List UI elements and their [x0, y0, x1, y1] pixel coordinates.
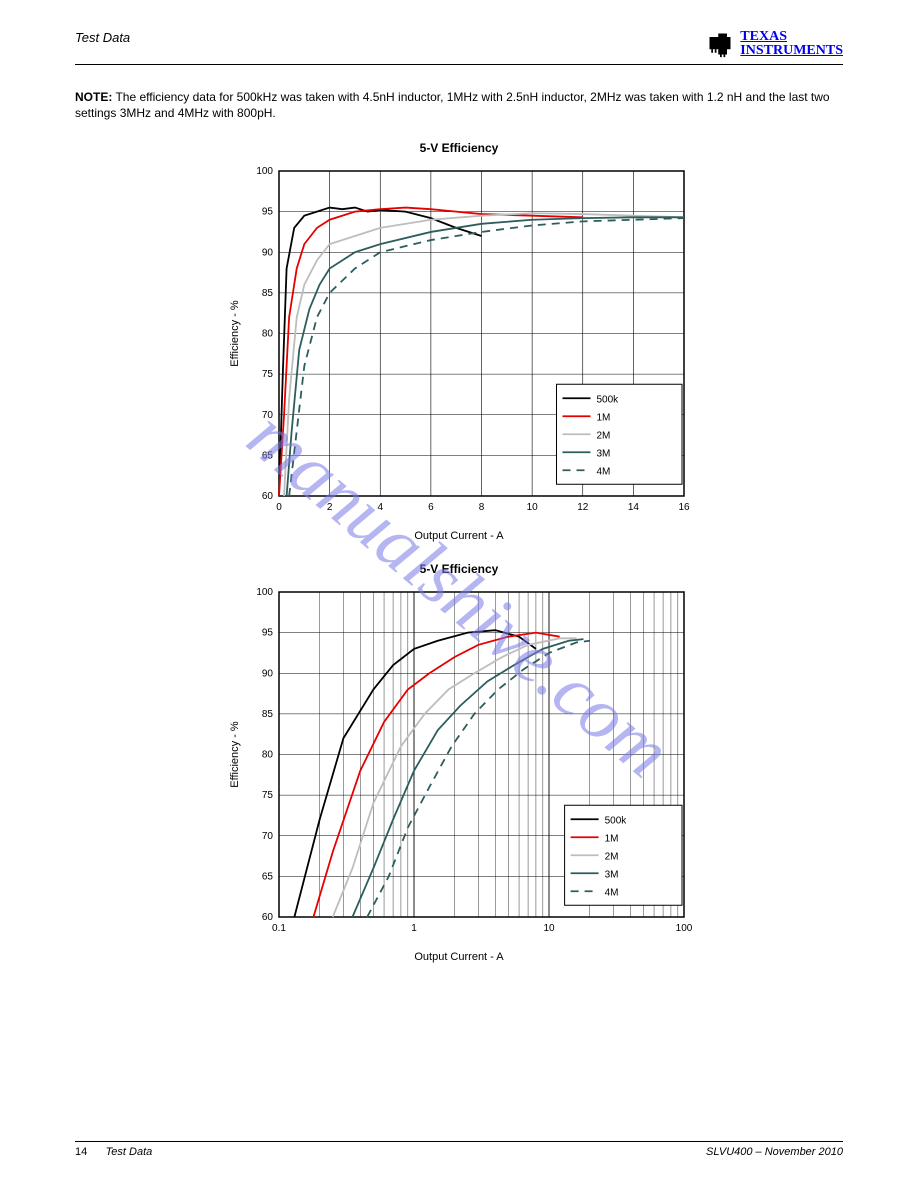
page-header: Test Data TEXAS INSTRUMENTS	[75, 30, 843, 65]
footer-left-text: Test Data	[106, 1146, 153, 1158]
svg-text:90: 90	[262, 669, 274, 680]
brand-bottom: INSTRUMENTS	[740, 44, 843, 58]
chart2-xlabel: Output Current - A	[75, 951, 843, 963]
svg-text:60: 60	[262, 912, 274, 923]
svg-text:100: 100	[256, 166, 273, 177]
chart2-title: 5-V Efficiency	[75, 562, 843, 576]
svg-text:80: 80	[262, 750, 274, 761]
svg-text:75: 75	[262, 791, 274, 802]
note-block: NOTE: The efficiency data for 500kHz was…	[75, 89, 843, 121]
svg-text:6: 6	[428, 502, 434, 513]
svg-text:500k: 500k	[605, 816, 628, 827]
svg-text:100: 100	[256, 587, 273, 598]
svg-text:2M: 2M	[605, 852, 619, 863]
svg-text:1: 1	[411, 923, 417, 934]
chart1-svg: 0 2 4 6 8 10 12 14 16 60 65 70 75 80 85 90 95 100 Efficien…	[224, 161, 694, 521]
svg-text:80: 80	[262, 329, 274, 340]
svg-text:10: 10	[527, 502, 539, 513]
svg-text:70: 70	[262, 410, 274, 421]
svg-text:Efficiency - %: Efficiency - %	[229, 721, 241, 788]
footer-left: 14 Test Data	[75, 1146, 152, 1158]
header-left: Test Data	[75, 30, 130, 45]
svg-text:500k: 500k	[597, 395, 620, 406]
svg-text:100: 100	[676, 923, 693, 934]
svg-text:12: 12	[577, 502, 589, 513]
svg-text:16: 16	[678, 502, 690, 513]
svg-text:4M: 4M	[597, 467, 611, 478]
ti-chip-icon	[706, 30, 734, 58]
svg-text:8: 8	[479, 502, 485, 513]
svg-text:3M: 3M	[605, 870, 619, 881]
svg-text:2: 2	[327, 502, 333, 513]
svg-text:90: 90	[262, 248, 274, 259]
brand-top: TEXAS	[740, 30, 843, 44]
svg-text:0.1: 0.1	[272, 923, 286, 934]
svg-text:95: 95	[262, 207, 274, 218]
svg-text:65: 65	[262, 872, 274, 883]
svg-text:4M: 4M	[605, 888, 619, 899]
ti-logo-link[interactable]: TEXAS INSTRUMENTS	[706, 30, 843, 58]
svg-text:95: 95	[262, 628, 274, 639]
footer-right: SLVU400 – November 2010	[706, 1146, 843, 1158]
svg-text:65: 65	[262, 451, 274, 462]
footer-page: 14	[75, 1146, 87, 1158]
note-body: The efficiency data for 500kHz was taken…	[75, 90, 830, 120]
svg-text:1M: 1M	[605, 834, 619, 845]
svg-text:2M: 2M	[597, 431, 611, 442]
svg-text:Efficiency - %: Efficiency - %	[229, 300, 241, 367]
svg-text:85: 85	[262, 709, 274, 720]
chart1-xlabel: Output Current - A	[75, 530, 843, 542]
chart1-title: 5-V Efficiency	[75, 141, 843, 155]
chart2-block: 5-V Efficiency 60 65 70 75 80 85 90 95 100 0.1 1 10…	[75, 562, 843, 963]
svg-text:0: 0	[276, 502, 282, 513]
svg-text:3M: 3M	[597, 449, 611, 460]
svg-text:85: 85	[262, 288, 274, 299]
chart1-block: 5-V Efficiency 0 2 4 6 8 10 12 14 16 60 65 70 75 80 85…	[75, 141, 843, 542]
page-footer: 14 Test Data SLVU400 – November 2010	[75, 1141, 843, 1158]
svg-text:10: 10	[543, 923, 555, 934]
svg-text:4: 4	[377, 502, 383, 513]
chart2-svg: 60 65 70 75 80 85 90 95 100 0.1 1 10 100 Efficiency -…	[224, 582, 694, 942]
svg-text:1M: 1M	[597, 413, 611, 424]
svg-text:60: 60	[262, 491, 274, 502]
svg-text:75: 75	[262, 370, 274, 381]
svg-text:14: 14	[628, 502, 640, 513]
note-label: NOTE:	[75, 90, 112, 104]
svg-text:70: 70	[262, 831, 274, 842]
ti-logo-text: TEXAS INSTRUMENTS	[740, 30, 843, 58]
